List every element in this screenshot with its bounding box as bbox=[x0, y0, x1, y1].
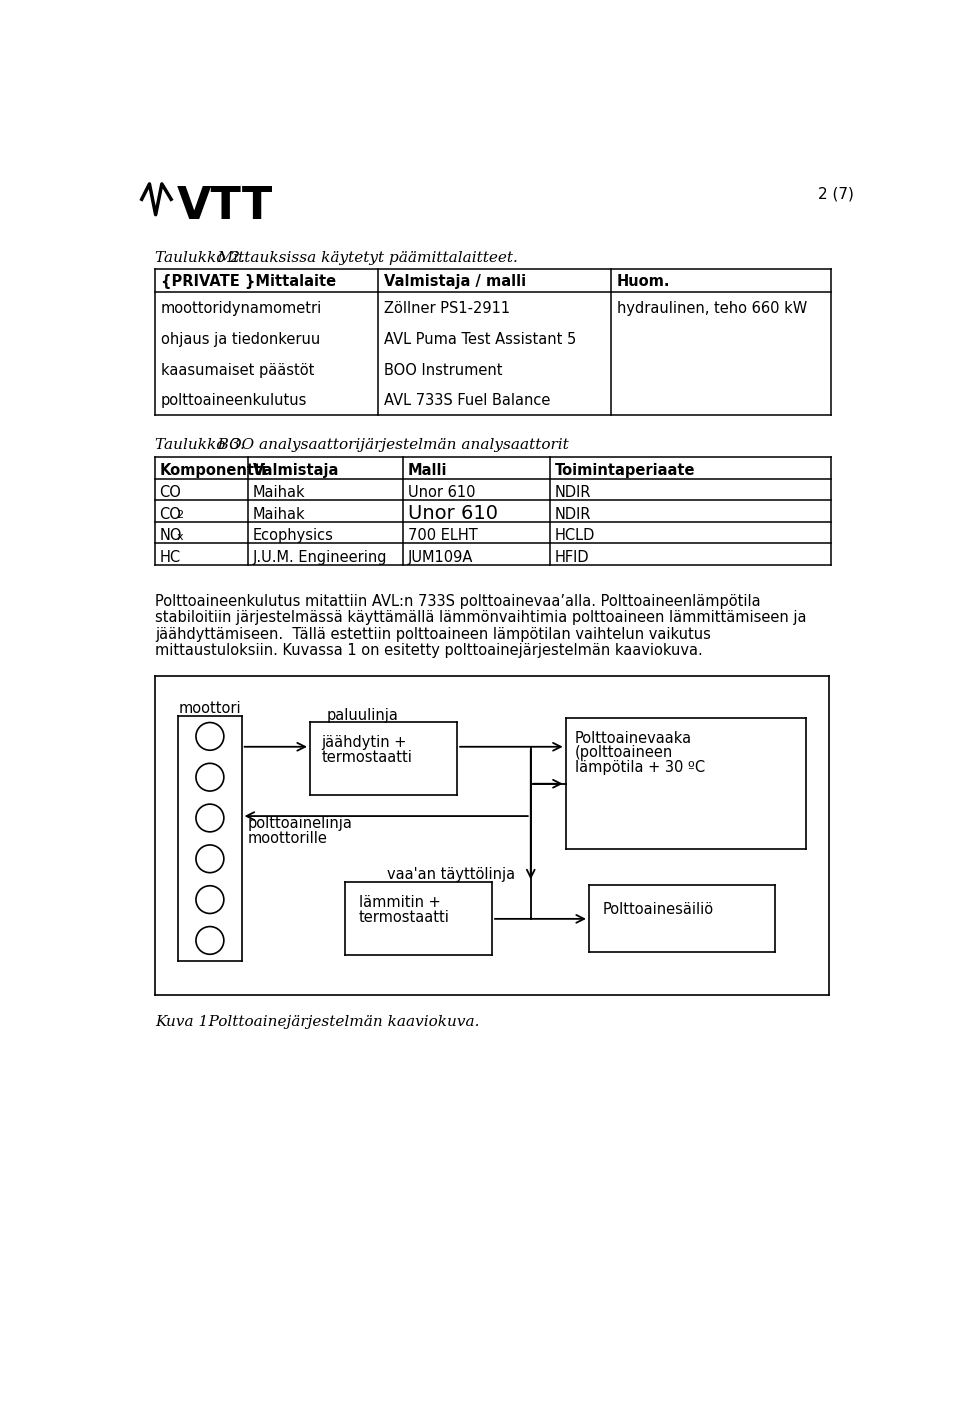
Text: JUM109A: JUM109A bbox=[408, 550, 473, 564]
Text: stabiloitiin järjestelmässä käyttämällä lämmönvaihtimia polttoaineen lämmittämis: stabiloitiin järjestelmässä käyttämällä … bbox=[155, 611, 806, 625]
Text: 700 ELHT: 700 ELHT bbox=[408, 529, 477, 543]
Text: NO: NO bbox=[159, 529, 182, 543]
Text: vaa'an täyttölinja: vaa'an täyttölinja bbox=[388, 867, 516, 881]
Text: Polttoainejärjestelmän kaaviokuva.: Polttoainejärjestelmän kaaviokuva. bbox=[194, 1015, 479, 1029]
Text: HC: HC bbox=[159, 550, 180, 564]
Text: moottorille: moottorille bbox=[248, 832, 327, 846]
Text: hydraulinen, teho 660 kW: hydraulinen, teho 660 kW bbox=[616, 300, 807, 316]
Text: HFID: HFID bbox=[555, 550, 589, 564]
Text: x: x bbox=[177, 531, 183, 541]
Text: BOO Instrument: BOO Instrument bbox=[384, 363, 503, 377]
Text: lämpötila + 30 ºC: lämpötila + 30 ºC bbox=[575, 760, 705, 775]
Text: AVL 733S Fuel Balance: AVL 733S Fuel Balance bbox=[384, 394, 551, 408]
Text: lämmitin +: lämmitin + bbox=[359, 896, 441, 910]
Text: Polttoainevaaka: Polttoainevaaka bbox=[575, 731, 692, 745]
Text: termostaatti: termostaatti bbox=[359, 910, 449, 925]
Text: Mittauksissa käytetyt päämittalaitteet.: Mittauksissa käytetyt päämittalaitteet. bbox=[203, 251, 517, 265]
Text: VTT: VTT bbox=[177, 186, 273, 228]
Text: Ecophysics: Ecophysics bbox=[252, 529, 333, 543]
Text: CO: CO bbox=[159, 485, 181, 500]
Text: ohjaus ja tiedonkeruu: ohjaus ja tiedonkeruu bbox=[161, 332, 321, 347]
Text: Taulukko 3.: Taulukko 3. bbox=[155, 438, 245, 452]
Text: AVL Puma Test Assistant 5: AVL Puma Test Assistant 5 bbox=[384, 332, 577, 347]
Text: Maihak: Maihak bbox=[252, 506, 305, 521]
Text: paluulinja: paluulinja bbox=[327, 708, 398, 723]
Text: Taulukko 2.: Taulukko 2. bbox=[155, 251, 245, 265]
Text: jäähdyttämiseen.  Tällä estettiin polttoaineen lämpötilan vaihtelun vaikutus: jäähdyttämiseen. Tällä estettiin polttoa… bbox=[155, 626, 710, 642]
Text: Komponentti: Komponentti bbox=[159, 462, 267, 478]
Text: Huom.: Huom. bbox=[616, 273, 670, 289]
Text: Polttoainesäiliö: Polttoainesäiliö bbox=[603, 903, 714, 917]
Text: Maihak: Maihak bbox=[252, 485, 305, 500]
Text: jäähdytin +: jäähdytin + bbox=[322, 735, 407, 750]
Text: mittaustuloksiin. Kuvassa 1 on esitetty polttoainejärjestelmän kaaviokuva.: mittaustuloksiin. Kuvassa 1 on esitetty … bbox=[155, 643, 703, 657]
Text: 2 (7): 2 (7) bbox=[818, 187, 853, 203]
Text: BOO analysaattorijärjestelmän analysaattorit: BOO analysaattorijärjestelmän analysaatt… bbox=[203, 438, 568, 452]
Text: polttoainelinja: polttoainelinja bbox=[248, 816, 352, 830]
Text: (polttoaineen: (polttoaineen bbox=[575, 745, 673, 761]
Text: CO: CO bbox=[159, 506, 181, 521]
Text: polttoaineenkulutus: polttoaineenkulutus bbox=[161, 394, 307, 408]
Text: HCLD: HCLD bbox=[555, 529, 595, 543]
Text: Valmistaja: Valmistaja bbox=[252, 462, 339, 478]
Text: Zöllner PS1-2911: Zöllner PS1-2911 bbox=[384, 300, 511, 316]
Text: 2: 2 bbox=[176, 510, 183, 520]
Text: NDIR: NDIR bbox=[555, 485, 591, 500]
Text: {PRIVATE }Mittalaite: {PRIVATE }Mittalaite bbox=[161, 273, 336, 289]
Text: J.U.M. Engineering: J.U.M. Engineering bbox=[252, 550, 387, 564]
Text: NDIR: NDIR bbox=[555, 506, 591, 521]
Text: Unor 610: Unor 610 bbox=[408, 504, 497, 523]
Text: Malli: Malli bbox=[408, 462, 447, 478]
Text: Unor 610: Unor 610 bbox=[408, 485, 475, 500]
Text: Kuva 1.: Kuva 1. bbox=[155, 1015, 213, 1029]
Text: termostaatti: termostaatti bbox=[322, 750, 413, 765]
Text: Polttoaineenkulutus mitattiin AVL:n 733S polttoainevaa’alla. Polttoaineenlämpöti: Polttoaineenkulutus mitattiin AVL:n 733S… bbox=[155, 594, 760, 609]
Text: kaasumaiset päästöt: kaasumaiset päästöt bbox=[161, 363, 315, 377]
Text: moottoridynamometri: moottoridynamometri bbox=[161, 300, 323, 316]
Text: Valmistaja / malli: Valmistaja / malli bbox=[384, 273, 526, 289]
Text: Toimintaperiaate: Toimintaperiaate bbox=[555, 462, 695, 478]
Text: moottori: moottori bbox=[179, 700, 241, 716]
